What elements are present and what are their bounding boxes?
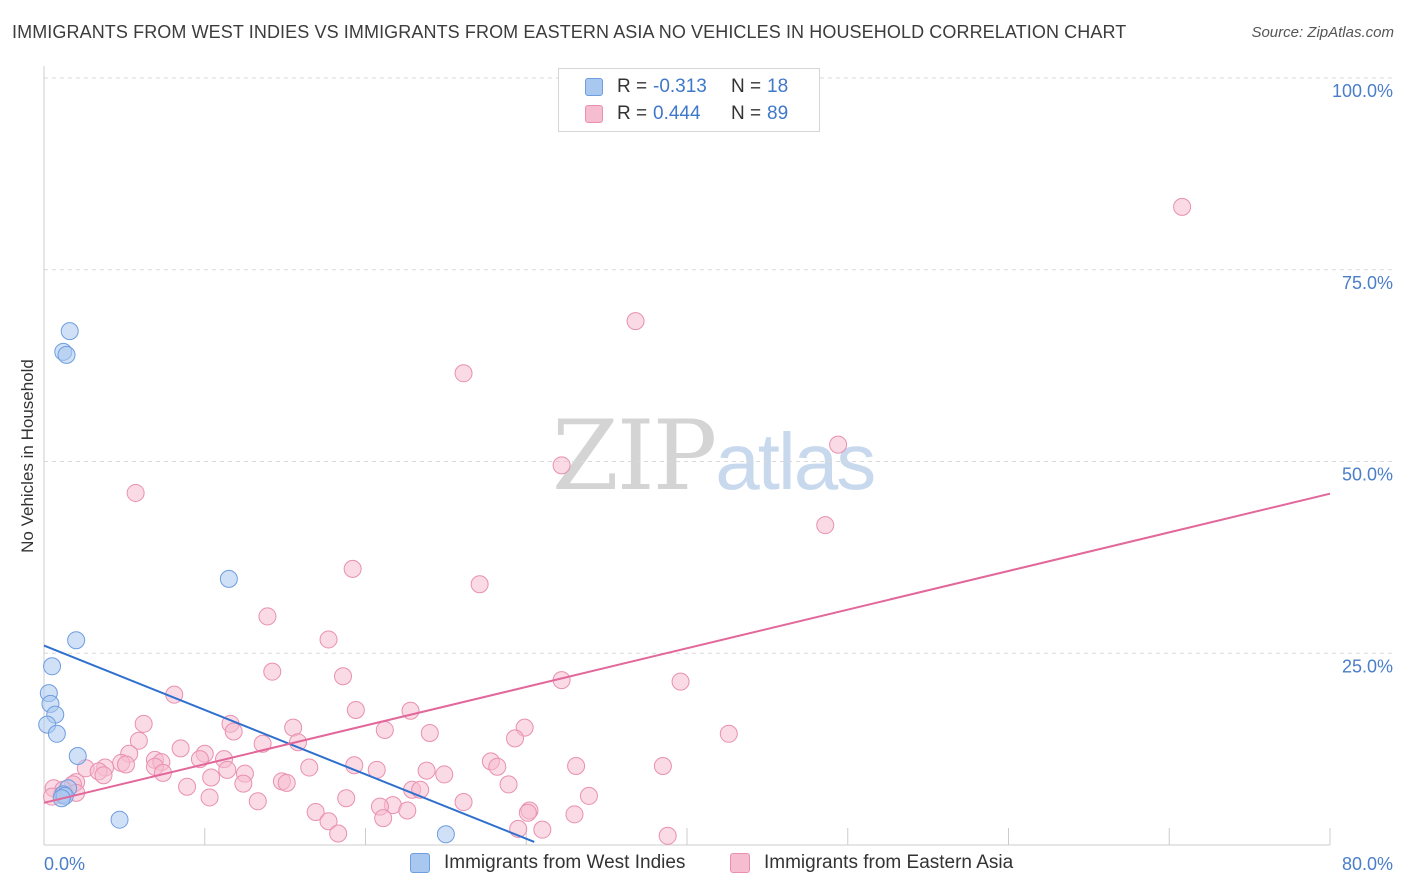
legend-row-west-indies: R = -0.313 N = 18 xyxy=(585,75,788,99)
point-west-indies xyxy=(219,569,238,588)
point-eastern-asia xyxy=(333,667,352,686)
point-eastern-asia xyxy=(398,801,417,820)
point-eastern-asia xyxy=(202,768,221,787)
point-eastern-asia xyxy=(499,775,518,794)
trend-lines xyxy=(43,492,1331,843)
point-eastern-asia xyxy=(337,789,356,808)
tick-labels: 25.0% 50.0% 75.0% 100.0% 0.0% 80.0% xyxy=(44,81,1393,874)
point-eastern-asia xyxy=(816,516,835,535)
series-legend-eastern-asia[interactable]: Immigrants from Eastern Asia xyxy=(730,852,1013,874)
point-eastern-asia xyxy=(263,662,282,681)
grid-lines xyxy=(44,77,1392,654)
x-tick-label-max: 80.0% xyxy=(1342,854,1393,874)
y-tick-label: 25.0% xyxy=(1342,656,1393,676)
point-eastern-asia xyxy=(829,435,848,454)
point-west-indies xyxy=(60,322,79,341)
legend-r-value: 0.444 xyxy=(653,103,701,124)
point-eastern-asia xyxy=(346,701,365,720)
y-tick-label: 75.0% xyxy=(1342,273,1393,293)
point-eastern-asia xyxy=(319,812,338,831)
legend-swatch-west-indies xyxy=(585,78,603,96)
point-eastern-asia xyxy=(258,607,277,626)
series-label-west-indies: Immigrants from West Indies xyxy=(444,852,686,873)
point-eastern-asia xyxy=(518,803,537,822)
point-eastern-asia xyxy=(719,724,738,743)
point-eastern-asia xyxy=(435,765,454,784)
point-eastern-asia xyxy=(134,714,153,733)
point-eastern-asia xyxy=(454,364,473,383)
point-eastern-asia xyxy=(319,630,338,649)
series-legend-west-indies[interactable]: Immigrants from West Indies xyxy=(410,852,685,874)
legend-n-label: N = xyxy=(731,103,762,124)
series-label-eastern-asia: Immigrants from Eastern Asia xyxy=(764,852,1014,873)
point-eastern-asia xyxy=(375,720,394,739)
point-eastern-asia xyxy=(533,820,552,839)
point-eastern-asia xyxy=(374,809,393,828)
point-eastern-asia xyxy=(343,559,362,578)
legend-r-value: -0.313 xyxy=(653,76,707,97)
point-west-indies xyxy=(110,810,129,829)
point-eastern-asia xyxy=(626,312,645,331)
chart-title: IMMIGRANTS FROM WEST INDIES VS IMMIGRANT… xyxy=(12,22,1127,42)
trend-line-eastern-asia xyxy=(43,492,1331,804)
point-eastern-asia xyxy=(253,734,272,753)
point-west-indies xyxy=(43,657,62,676)
point-eastern-asia xyxy=(420,724,439,743)
point-eastern-asia xyxy=(300,758,319,777)
y-tick-label: 50.0% xyxy=(1342,465,1393,485)
legend-swatch-eastern-asia xyxy=(585,105,603,123)
x-tick-label-min: 0.0% xyxy=(44,854,85,874)
legend-n-value: 89 xyxy=(767,103,789,124)
point-eastern-asia xyxy=(306,803,325,822)
y-tick-label: 100.0% xyxy=(1332,81,1393,101)
point-eastern-asia xyxy=(658,826,677,845)
point-eastern-asia xyxy=(579,786,598,805)
point-eastern-asia xyxy=(234,774,253,793)
point-west-indies xyxy=(67,631,86,650)
point-eastern-asia xyxy=(345,756,364,775)
point-eastern-asia xyxy=(653,756,672,775)
watermark: ZIPatlas xyxy=(552,400,876,512)
point-eastern-asia xyxy=(470,575,489,594)
legend-n-value: 18 xyxy=(767,76,789,97)
data-points xyxy=(38,197,1192,845)
point-eastern-asia xyxy=(116,755,135,774)
point-eastern-asia xyxy=(329,824,348,843)
point-eastern-asia xyxy=(248,792,267,811)
point-eastern-asia xyxy=(178,777,197,796)
point-eastern-asia xyxy=(200,788,219,807)
point-eastern-asia xyxy=(488,757,507,776)
point-west-indies xyxy=(47,724,66,743)
point-west-indies xyxy=(436,825,455,844)
point-eastern-asia xyxy=(218,760,237,779)
point-eastern-asia xyxy=(126,483,145,502)
point-eastern-asia xyxy=(454,793,473,812)
point-west-indies xyxy=(57,345,76,364)
series-swatch-eastern-asia xyxy=(730,853,750,873)
point-eastern-asia xyxy=(129,731,148,750)
stats-legend: R = -0.313 N = 18 R = 0.444 N = 89 xyxy=(558,68,820,132)
point-eastern-asia xyxy=(94,766,113,785)
point-eastern-asia xyxy=(552,456,571,475)
point-eastern-asia xyxy=(567,756,586,775)
point-eastern-asia xyxy=(277,773,296,792)
point-eastern-asia xyxy=(565,805,584,824)
point-west-indies xyxy=(68,747,87,766)
point-eastern-asia xyxy=(224,722,243,741)
source-credit: Source: ZipAtlas.com xyxy=(1251,24,1394,41)
legend-n-label: N = xyxy=(731,76,762,97)
point-eastern-asia xyxy=(671,672,690,691)
point-eastern-asia xyxy=(1173,197,1192,216)
point-eastern-asia xyxy=(417,761,436,780)
point-eastern-asia xyxy=(171,739,190,758)
series-swatch-west-indies xyxy=(410,853,430,873)
watermark-zip: ZIP xyxy=(552,400,717,512)
legend-r-label: R = xyxy=(617,76,648,97)
point-eastern-asia xyxy=(505,729,524,748)
legend-r-label: R = xyxy=(617,103,648,124)
series-legend: Immigrants from West Indies Immigrants f… xyxy=(0,852,1406,876)
legend-row-eastern-asia: R = 0.444 N = 89 xyxy=(585,102,788,126)
